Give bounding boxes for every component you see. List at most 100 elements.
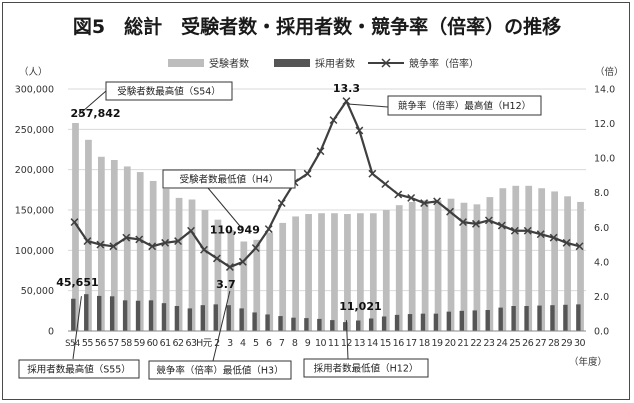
legend-swatch-ratio-marker <box>381 58 391 68</box>
ratio-marker <box>381 180 390 189</box>
x-tick-label: 28 <box>548 338 560 349</box>
applicants-min-value: 110,949 <box>210 224 260 237</box>
hires-min-box-label: 採用者数最低値（H12） <box>314 363 419 375</box>
ratio-marker <box>407 193 416 202</box>
bar-applicants <box>85 139 92 331</box>
y-right-tick-labels: 0.0 2.0 4.0 6.0 8.0 10.0 12.0 14.0 <box>594 85 615 338</box>
ratio-marker <box>122 233 131 242</box>
annotation-leader <box>345 320 349 360</box>
bar-hires <box>343 322 348 331</box>
ratio-max-box-label: 競争率（倍率）最高値（H12） <box>398 100 531 112</box>
x-tick-label: 11 <box>328 338 340 349</box>
bar-applicants <box>331 213 338 331</box>
ratio-marker <box>446 207 454 216</box>
bar-applicants <box>253 239 261 331</box>
bar-applicants <box>188 199 196 331</box>
bar-applicants <box>305 214 312 331</box>
bar-applicants <box>577 201 584 331</box>
bar-applicants <box>162 189 170 331</box>
annotation-leader <box>72 296 82 360</box>
x-tick-label: 10 <box>315 338 327 349</box>
y-right-unit: （倍） <box>595 66 624 78</box>
bar-hires <box>433 313 439 331</box>
bar-applicants <box>421 200 429 331</box>
applicants-max-box-label: 受験者数最高値（S54） <box>117 86 221 98</box>
chart-title: 図5 総計 受験者数・採用者数・競争率（倍率）の推移 <box>73 15 561 38</box>
bar-applicants <box>434 200 442 331</box>
x-tick-label: H元 <box>196 338 213 349</box>
x-tick-label: 7 <box>279 338 285 349</box>
legend-swatch-hires <box>274 59 310 67</box>
y-right-tick-label: 0.0 <box>594 327 609 338</box>
bar-applicants <box>564 196 571 331</box>
ratio-max-box <box>387 95 542 116</box>
bar-hires <box>213 304 218 331</box>
y-left-tick-label: 200,000 <box>15 165 54 176</box>
bar-applicants <box>123 166 131 331</box>
applicants-max-value: 257,842 <box>70 107 120 120</box>
ratio-min-box-label: 競争率（倍率）最低値（H3） <box>156 365 283 377</box>
x-tick-label: 24 <box>496 338 508 349</box>
x-unit: （年度） <box>569 356 607 368</box>
ratio-marker <box>316 147 325 156</box>
bar-hires <box>148 300 154 331</box>
ratio-marker <box>225 263 234 271</box>
y-right-tick-label: 12.0 <box>594 119 615 130</box>
annotations: 受験者数最高値（S54） 257,842 受験者数最低値（H4） 110,949 45,… <box>18 81 542 380</box>
y-left-tick-label: 250,000 <box>15 125 54 136</box>
y-left-tick-label: 100,000 <box>15 246 54 257</box>
bar-hires <box>446 311 452 331</box>
ratio-marker <box>238 257 247 266</box>
x-tick-label: 25 <box>509 338 521 349</box>
x-tick-label: 27 <box>535 338 547 349</box>
ratio-marker <box>355 126 364 135</box>
ratio-marker <box>109 242 118 251</box>
bar-applicants <box>382 210 390 331</box>
legend-label-ratio: 競争率（倍率） <box>409 57 479 70</box>
ratio-marker <box>394 190 403 199</box>
bars-hires <box>71 294 581 331</box>
y-right-tick-label: 4.0 <box>594 257 609 268</box>
x-tick-label: 18 <box>419 338 431 349</box>
bar-applicants <box>136 172 144 331</box>
bar-hires <box>278 316 283 331</box>
legend-swatch-applicants <box>168 59 204 67</box>
ratio-marker <box>277 199 286 208</box>
bar-applicants <box>175 197 183 331</box>
bar-applicants <box>460 202 468 331</box>
bar-hires <box>472 310 477 331</box>
y-left-tick-label: 300,000 <box>15 85 54 96</box>
y-right-tick-label: 6.0 <box>594 223 609 234</box>
applicants-min-box <box>162 169 296 189</box>
ratio-marker <box>433 197 442 206</box>
x-tick-label: 12 <box>341 338 353 349</box>
bar-applicants <box>149 180 157 331</box>
ratio-marker <box>187 226 195 235</box>
bar-applicants <box>551 191 558 331</box>
x-tick-label: 17 <box>406 338 418 349</box>
bar-applicants <box>201 210 209 331</box>
bar-applicants <box>292 216 299 331</box>
hires-max-box <box>18 359 140 379</box>
bar-hires <box>226 305 231 331</box>
bar-hires <box>252 312 257 331</box>
ratio-marker <box>200 245 208 254</box>
bar-hires <box>84 294 89 331</box>
ratio-marker <box>135 235 144 244</box>
x-tick-label: 22 <box>470 338 482 349</box>
x-tick-label: 20 <box>444 338 456 349</box>
y-left-tick-label: 0 <box>48 327 54 338</box>
hires-max-box-label: 採用者数最高値（S55） <box>27 364 131 376</box>
applicants-max-box <box>105 81 233 101</box>
ratio-marker <box>70 218 79 227</box>
ratio-max-value: 13.3 <box>333 82 360 95</box>
ratio-marker <box>329 116 338 125</box>
ratio-line <box>70 97 584 271</box>
y-right-tick-label: 10.0 <box>594 154 615 165</box>
bar-applicants <box>227 230 235 331</box>
bar-hires <box>174 305 180 331</box>
x-tick-label: 62 <box>173 338 185 349</box>
x-tick-label: 8 <box>292 338 298 349</box>
bar-hires <box>459 310 465 331</box>
ratio-marker <box>471 219 480 228</box>
